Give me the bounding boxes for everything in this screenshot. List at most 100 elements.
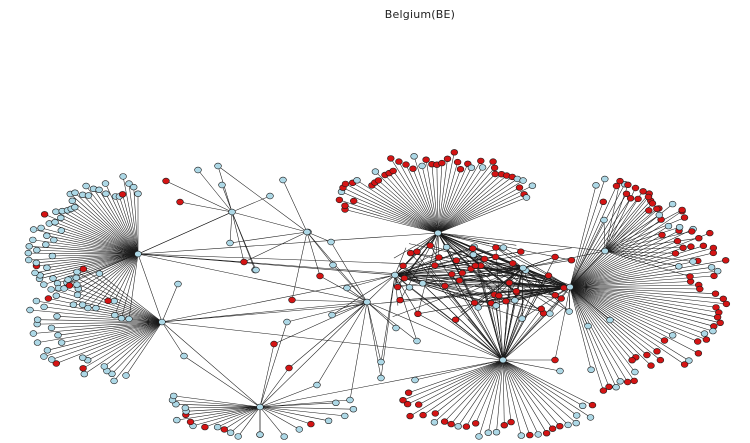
edge <box>346 287 368 303</box>
edge <box>495 247 504 361</box>
edge <box>344 209 439 234</box>
node-light <box>51 219 59 226</box>
edge <box>41 227 139 255</box>
edge <box>183 355 261 408</box>
edge <box>502 359 547 434</box>
edge <box>569 230 680 288</box>
edge <box>331 274 396 316</box>
node-light <box>84 192 93 199</box>
edge <box>394 274 419 314</box>
edge <box>398 161 439 234</box>
edge <box>569 286 637 358</box>
edge <box>437 197 527 234</box>
edge <box>604 250 679 267</box>
edge <box>375 171 439 234</box>
node-red <box>645 207 653 214</box>
hub-node <box>363 298 371 306</box>
node-light <box>467 164 476 171</box>
node-red <box>471 262 480 269</box>
edge <box>473 254 504 361</box>
edge <box>457 359 504 427</box>
node-red <box>456 166 465 173</box>
edge <box>569 286 652 366</box>
node-red <box>414 310 422 317</box>
node-light <box>713 267 722 275</box>
node-light <box>675 263 683 270</box>
edge <box>502 308 542 361</box>
edge <box>437 173 496 234</box>
node-red <box>495 292 503 299</box>
node-red <box>396 296 404 304</box>
edge <box>165 180 233 213</box>
edge <box>569 250 606 288</box>
node-red <box>713 314 722 321</box>
node-red <box>695 235 703 242</box>
node-light <box>173 416 181 424</box>
node-red <box>470 299 479 306</box>
node-red <box>104 297 112 305</box>
edge <box>417 313 504 361</box>
edge <box>569 270 718 288</box>
node-red <box>551 253 559 261</box>
edge <box>604 226 680 252</box>
edge <box>175 403 261 408</box>
node-light <box>349 406 358 413</box>
node-red <box>450 149 458 156</box>
node-light <box>122 372 130 379</box>
edge <box>339 199 439 234</box>
node-light <box>313 381 321 389</box>
node-red <box>240 258 248 266</box>
node-red <box>630 377 638 385</box>
node-light <box>125 315 133 323</box>
node-light <box>332 399 340 406</box>
node-light <box>668 200 677 208</box>
edge <box>569 267 712 288</box>
edge <box>437 232 498 297</box>
node-red <box>702 336 711 343</box>
edge <box>259 402 336 408</box>
edge <box>394 274 504 361</box>
edge <box>431 164 439 234</box>
node-red <box>716 319 724 326</box>
node-light <box>47 286 55 293</box>
edge <box>490 303 504 361</box>
edge <box>502 359 539 435</box>
edge <box>569 240 678 288</box>
node-light <box>572 412 581 419</box>
node-light <box>57 227 65 234</box>
edge <box>33 229 139 255</box>
node-light <box>675 224 684 231</box>
node-red <box>678 206 686 214</box>
node-red <box>492 244 500 251</box>
edge <box>604 237 699 252</box>
edge <box>125 321 163 376</box>
edge <box>51 289 163 323</box>
node-red <box>393 283 402 291</box>
edge <box>569 200 651 288</box>
node-red <box>441 282 449 290</box>
node-red <box>404 389 413 396</box>
node-red <box>660 337 669 344</box>
edge <box>137 253 368 303</box>
edge <box>604 209 683 252</box>
node-light <box>43 232 51 239</box>
node-red <box>623 378 632 386</box>
edge <box>569 210 683 288</box>
node-light <box>280 433 288 440</box>
node-light <box>689 258 697 265</box>
node-light <box>343 284 351 292</box>
edge <box>332 264 368 303</box>
edge <box>52 253 139 257</box>
edge <box>569 286 635 382</box>
edge <box>604 250 694 262</box>
node-light <box>565 308 573 315</box>
edge <box>44 306 163 323</box>
node-red <box>387 155 395 162</box>
edge <box>330 241 368 303</box>
edge <box>437 162 458 234</box>
edge <box>173 395 261 408</box>
node-red <box>118 191 127 198</box>
edge <box>366 301 418 342</box>
edge <box>496 359 504 433</box>
edge <box>422 359 504 416</box>
